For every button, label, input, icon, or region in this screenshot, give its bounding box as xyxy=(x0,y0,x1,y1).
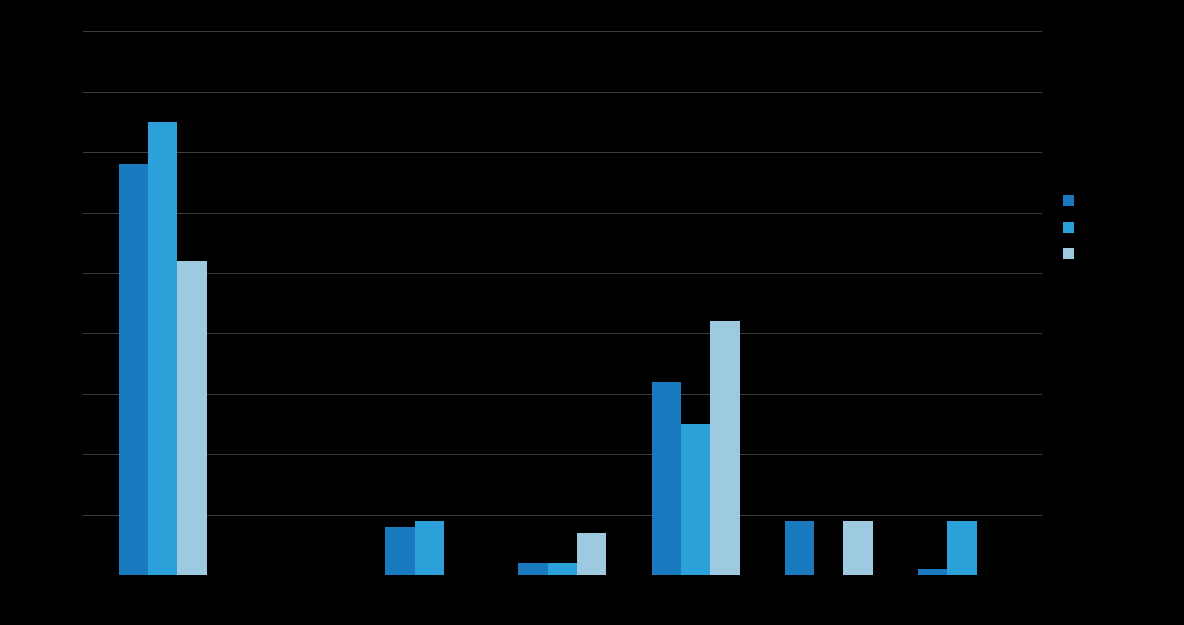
Bar xyxy=(548,563,577,575)
Bar xyxy=(519,563,548,575)
Bar xyxy=(148,122,178,575)
Bar xyxy=(710,321,740,575)
Bar xyxy=(178,261,207,575)
Bar xyxy=(843,521,873,575)
Bar xyxy=(577,532,606,575)
Bar xyxy=(651,382,681,575)
Bar xyxy=(947,521,977,575)
Legend: , , : , , xyxy=(1058,191,1082,266)
Bar xyxy=(414,521,444,575)
Bar xyxy=(118,164,148,575)
Bar xyxy=(681,424,710,575)
Bar xyxy=(918,569,947,575)
Bar xyxy=(385,527,414,575)
Bar xyxy=(785,521,815,575)
